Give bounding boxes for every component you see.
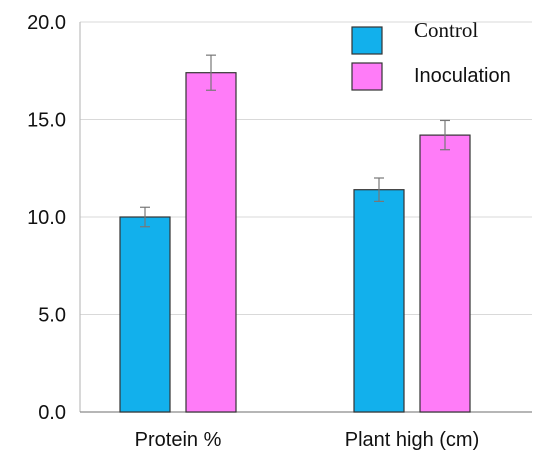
y-tick-label: 0.0 xyxy=(38,402,66,424)
y-tick-labels: 0.0 5.0 10.0 15.0 20.0 xyxy=(27,12,66,424)
y-tick-label: 15.0 xyxy=(27,110,66,132)
y-tick-label: 10.0 xyxy=(27,207,66,229)
y-tick-label: 20.0 xyxy=(27,12,66,34)
legend-label-control: Control xyxy=(414,18,478,42)
bar-inoculation-0 xyxy=(185,72,237,413)
category-label: Plant high (cm) xyxy=(345,429,480,451)
bars xyxy=(119,72,471,413)
legend-label-inoculation: Inoculation xyxy=(414,65,511,87)
legend-swatch-inoculation xyxy=(351,62,383,91)
bar-control-1 xyxy=(353,189,405,413)
y-tick-label: 5.0 xyxy=(38,305,66,327)
error-bars xyxy=(140,54,450,228)
category-label: Protein % xyxy=(135,429,222,451)
category-labels: Protein % Plant high (cm) xyxy=(135,429,480,451)
legend-swatch-control xyxy=(351,26,383,55)
legend: Control Inoculation xyxy=(351,18,511,91)
bar-inoculation-1 xyxy=(419,134,471,413)
bar-control-0 xyxy=(119,216,171,413)
